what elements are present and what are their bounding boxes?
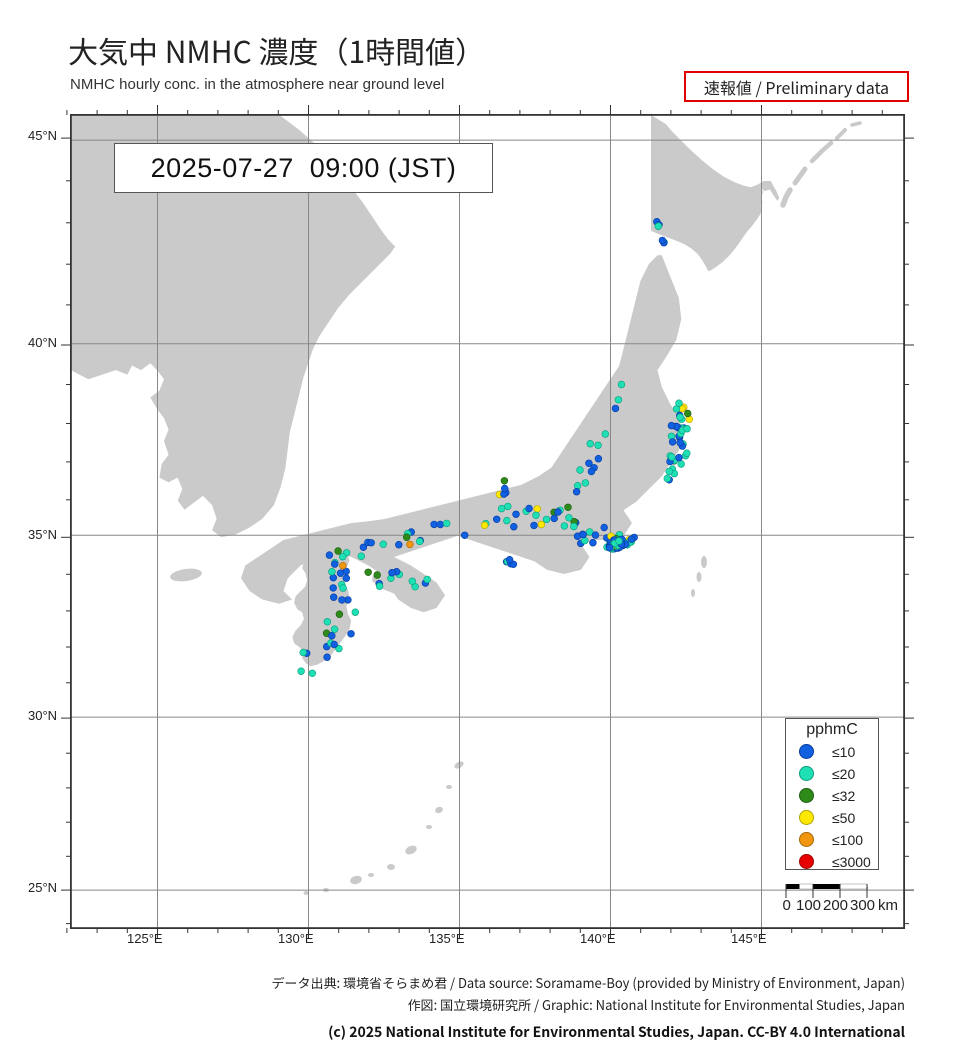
svg-text:100: 100 [796,897,821,914]
svg-text:km: km [878,897,898,914]
svg-text:0: 0 [783,897,791,914]
svg-text:200: 200 [823,897,848,914]
svg-text:300: 300 [850,897,875,914]
